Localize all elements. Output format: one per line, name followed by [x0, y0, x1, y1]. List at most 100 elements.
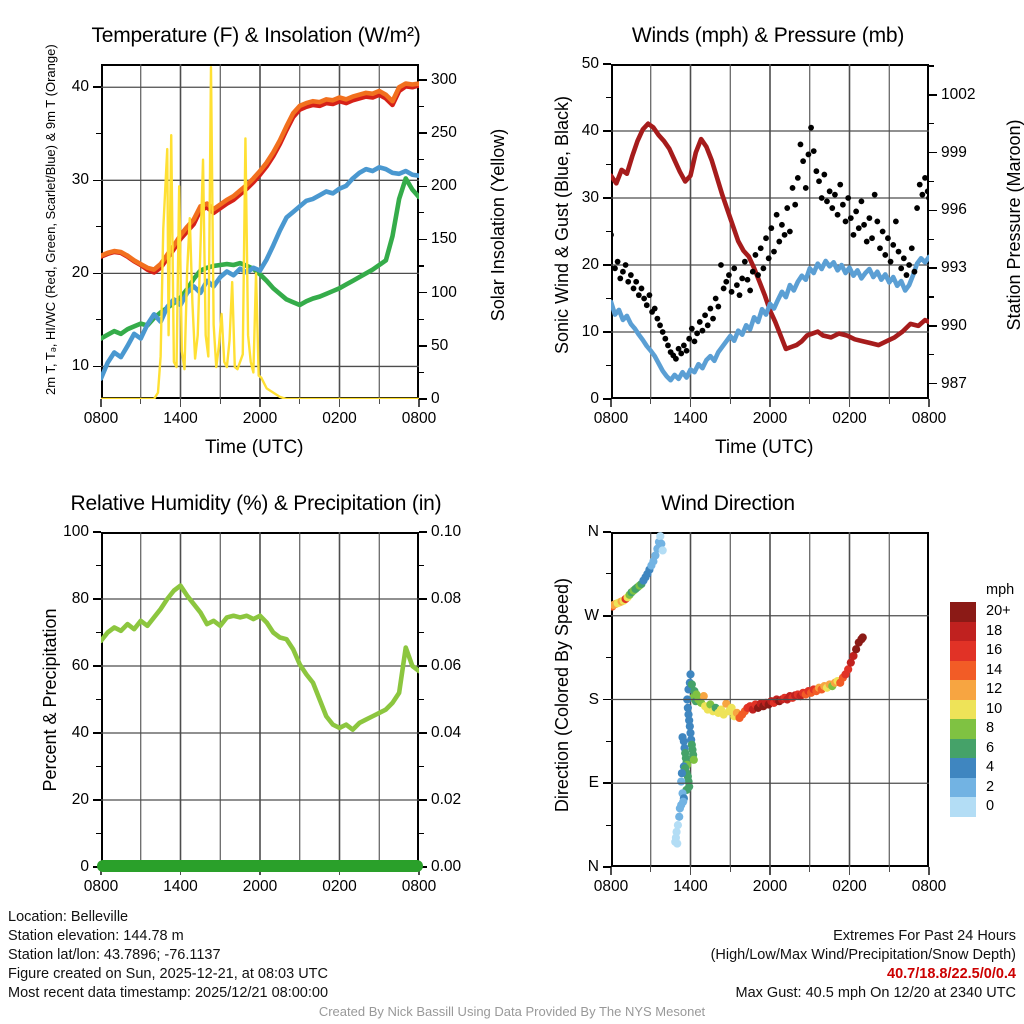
- gust-point: [680, 342, 687, 349]
- series-station-pressure-maroon-: [611, 121, 929, 352]
- y-minor-tick: [606, 824, 611, 826]
- y-right-minor-tick: [419, 765, 424, 768]
- colorbar-label: 18: [986, 622, 1003, 639]
- x-tick-label: 1400: [163, 410, 198, 427]
- direction-point: [673, 839, 682, 848]
- colorbar-label: 12: [986, 681, 1003, 697]
- gust-point: [900, 255, 907, 262]
- x-minor-tick: [140, 399, 142, 404]
- y-tick: [93, 179, 101, 182]
- y-minor-tick: [96, 319, 101, 321]
- y-tick-label: 0: [80, 858, 89, 875]
- colorbar-unit-label: mph: [986, 582, 1015, 598]
- gust-point: [887, 258, 894, 265]
- direction-point: [846, 658, 855, 667]
- gust-point: [805, 151, 812, 158]
- gust-point: [643, 302, 650, 309]
- colorbar-swatch: [950, 621, 976, 641]
- colorbar-swatch: [950, 660, 976, 680]
- gust-point: [797, 141, 804, 148]
- gust-point: [837, 181, 844, 188]
- plot-canvas: [611, 532, 929, 867]
- gust-point: [659, 329, 666, 335]
- gust-point: [755, 272, 761, 278]
- x-axis-label: Time (UTC): [205, 437, 304, 458]
- y-tick: [603, 698, 611, 701]
- x-tick-label: 0800: [83, 410, 119, 427]
- y-tick-label: S: [588, 690, 599, 708]
- y-right-minor-tick: [929, 123, 934, 125]
- y-right-minor-tick: [419, 631, 424, 634]
- y-right-tick: [419, 398, 427, 400]
- y-tick: [93, 531, 101, 533]
- gust-point: [784, 205, 791, 211]
- y-minor-tick: [96, 832, 101, 835]
- gust-point: [890, 242, 897, 248]
- y-right-tick-label: 990: [941, 316, 967, 334]
- x-tick-label: 0200: [832, 410, 867, 427]
- gust-point: [850, 231, 857, 238]
- direction-point: [656, 532, 665, 541]
- direction-point: [651, 551, 660, 560]
- credit-line: Created By Nick Bassill Using Data Provi…: [318, 1004, 706, 1019]
- gust-point: [657, 322, 663, 329]
- gust-point: [625, 278, 632, 285]
- y-minor-tick: [606, 297, 611, 300]
- gust-point: [874, 218, 881, 225]
- x-tick: [610, 399, 612, 407]
- y-right-tick: [419, 598, 427, 600]
- gust-point: [726, 272, 732, 278]
- extremes-title: Extremes For Past 24 Hours: [833, 928, 1016, 944]
- y-minor-tick: [96, 133, 101, 135]
- direction-point: [689, 755, 698, 764]
- gust-point: [916, 181, 923, 188]
- direction-point: [677, 777, 686, 786]
- x-tick-label: 2000: [242, 878, 278, 895]
- direction-point: [692, 690, 701, 699]
- gust-point: [678, 350, 685, 357]
- gust-point: [741, 258, 748, 265]
- y-right-minor-tick: [419, 564, 424, 567]
- gust-point: [906, 262, 913, 268]
- y-right-minor-tick: [929, 296, 934, 298]
- x-tick-label: 2000: [242, 410, 278, 427]
- y-tick: [603, 614, 611, 617]
- gust-point: [702, 312, 708, 319]
- panel-title: Winds (mph) & Pressure (mb): [631, 24, 905, 47]
- colorbar-label: 20+: [986, 603, 1011, 619]
- plot-canvas: [611, 64, 929, 399]
- colorbar-label: 2: [986, 778, 995, 795]
- direction-point: [683, 703, 692, 712]
- direction-point: [673, 821, 683, 830]
- gust-point: [744, 276, 751, 283]
- gust-point: [855, 225, 862, 232]
- gust-point: [662, 335, 669, 342]
- x-minor-tick: [888, 867, 890, 872]
- x-minor-tick: [299, 399, 301, 404]
- direction-point: [849, 651, 858, 661]
- y-minor-tick: [606, 364, 611, 367]
- y-tick: [603, 866, 611, 868]
- panel-humidity-precipitation: Relative Humidity (%) & Precipitation (i…: [0, 470, 512, 910]
- gust-point: [617, 275, 624, 282]
- x-tick: [418, 399, 420, 407]
- gust-point: [704, 322, 711, 329]
- y-tick: [603, 130, 611, 132]
- gust-point: [622, 262, 629, 268]
- gust-point: [789, 185, 796, 191]
- gust-point: [821, 171, 828, 178]
- y-tick: [93, 86, 101, 89]
- colorbar-label: 14: [986, 661, 1003, 678]
- y-right-tick-label: 0.00: [431, 858, 462, 875]
- gust-point: [718, 262, 724, 268]
- y-tick: [603, 331, 611, 333]
- x-tick: [928, 867, 930, 875]
- gust-point: [646, 292, 653, 299]
- y-tick-label: E: [588, 774, 599, 792]
- colorbar-swatch: [950, 602, 976, 622]
- y-right-tick-label: 993: [941, 259, 967, 277]
- y-tick: [603, 197, 611, 199]
- y-tick-label: W: [584, 606, 599, 624]
- y-tick-label: 10: [581, 323, 599, 340]
- x-tick: [769, 399, 771, 407]
